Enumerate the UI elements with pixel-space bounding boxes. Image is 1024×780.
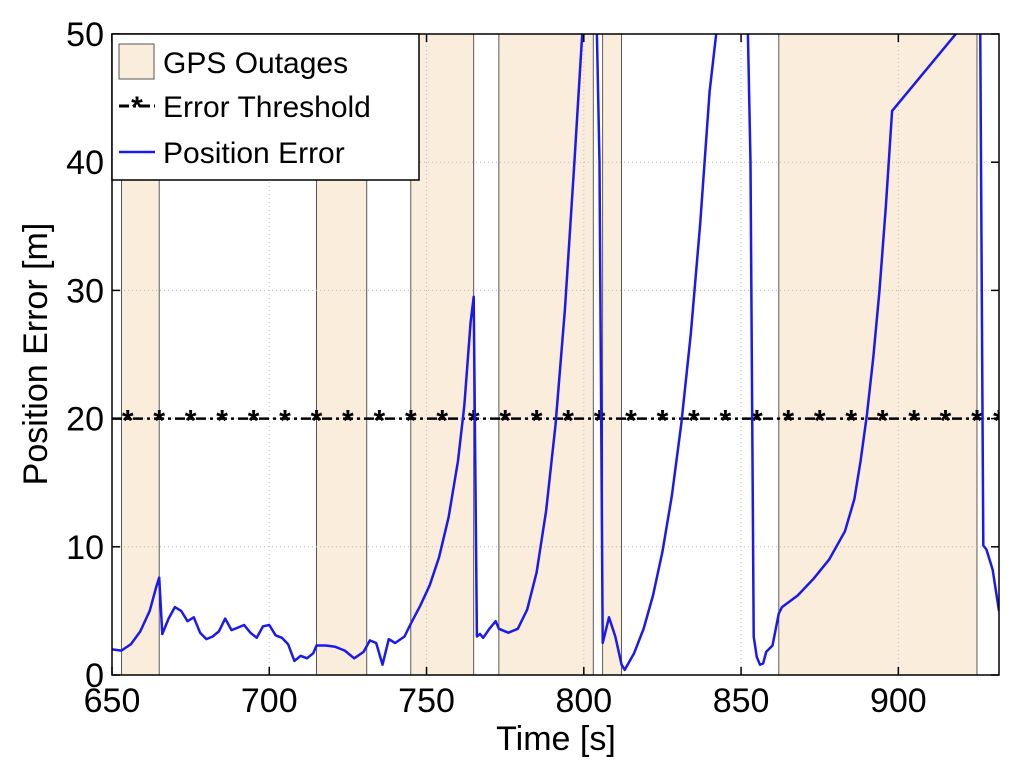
threshold-marker: * xyxy=(342,405,354,438)
x-tick-label: 700 xyxy=(241,682,298,720)
legend-outage-swatch xyxy=(118,43,155,80)
x-tick-label: 750 xyxy=(398,682,455,720)
gps-outage-band xyxy=(498,34,594,675)
legend-box xyxy=(111,33,420,181)
threshold-marker: * xyxy=(122,405,134,438)
threshold-marker: * xyxy=(311,405,323,438)
threshold-marker: * xyxy=(248,405,260,438)
threshold-marker: * xyxy=(720,405,732,438)
threshold-marker: * xyxy=(499,405,511,438)
threshold-marker: * xyxy=(971,405,983,438)
y-tick-label: 10 xyxy=(66,529,104,567)
y-tick-label: 50 xyxy=(66,16,104,54)
y-tick-label: 0 xyxy=(85,657,104,695)
threshold-marker: * xyxy=(845,405,857,438)
threshold-marker: * xyxy=(814,405,826,438)
threshold-marker: * xyxy=(279,405,291,438)
legend-label-threshold: Error Threshold xyxy=(163,91,371,124)
threshold-marker: * xyxy=(940,405,952,438)
threshold-marker: * xyxy=(877,405,889,438)
threshold-marker: * xyxy=(405,405,417,438)
legend-label-outages: GPS Outages xyxy=(163,47,348,80)
legend: GPS Outages * Error Threshold Position E… xyxy=(111,33,420,181)
threshold-marker: * xyxy=(594,405,606,438)
threshold-marker: * xyxy=(688,405,700,438)
y-tick-label: 30 xyxy=(66,272,104,310)
gps-outage-band xyxy=(410,34,475,675)
y-axis-title: Position Error [m] xyxy=(17,223,55,486)
y-tick-label: 40 xyxy=(66,144,104,182)
x-tick-label: 900 xyxy=(870,682,927,720)
threshold-marker: * xyxy=(531,405,543,438)
gps-outage-band xyxy=(778,34,978,675)
gps-outage-band xyxy=(602,34,622,675)
threshold-marker: * xyxy=(625,405,637,438)
plot-frame xyxy=(111,33,1000,676)
legend-threshold-marker: * xyxy=(131,91,143,124)
threshold-marker: * xyxy=(782,405,794,438)
threshold-marker: * xyxy=(751,405,763,438)
legend-label-position: Position Error xyxy=(163,137,345,170)
threshold-marker: * xyxy=(153,405,165,438)
threshold-marker: * xyxy=(216,405,228,438)
threshold-marker: * xyxy=(436,405,448,438)
threshold-marker: * xyxy=(657,405,669,438)
x-tick-label: 850 xyxy=(713,682,770,720)
x-tick-label: 800 xyxy=(555,682,612,720)
threshold-marker: * xyxy=(374,405,386,438)
y-tick-label: 20 xyxy=(66,401,104,439)
x-axis-title: Time [s] xyxy=(496,720,616,758)
threshold-marker: * xyxy=(908,405,920,438)
threshold-marker: * xyxy=(562,405,574,438)
threshold-marker: * xyxy=(993,405,1005,438)
threshold-marker: * xyxy=(185,405,197,438)
x-tick-label: 650 xyxy=(84,682,141,720)
position-error-line xyxy=(112,34,999,672)
